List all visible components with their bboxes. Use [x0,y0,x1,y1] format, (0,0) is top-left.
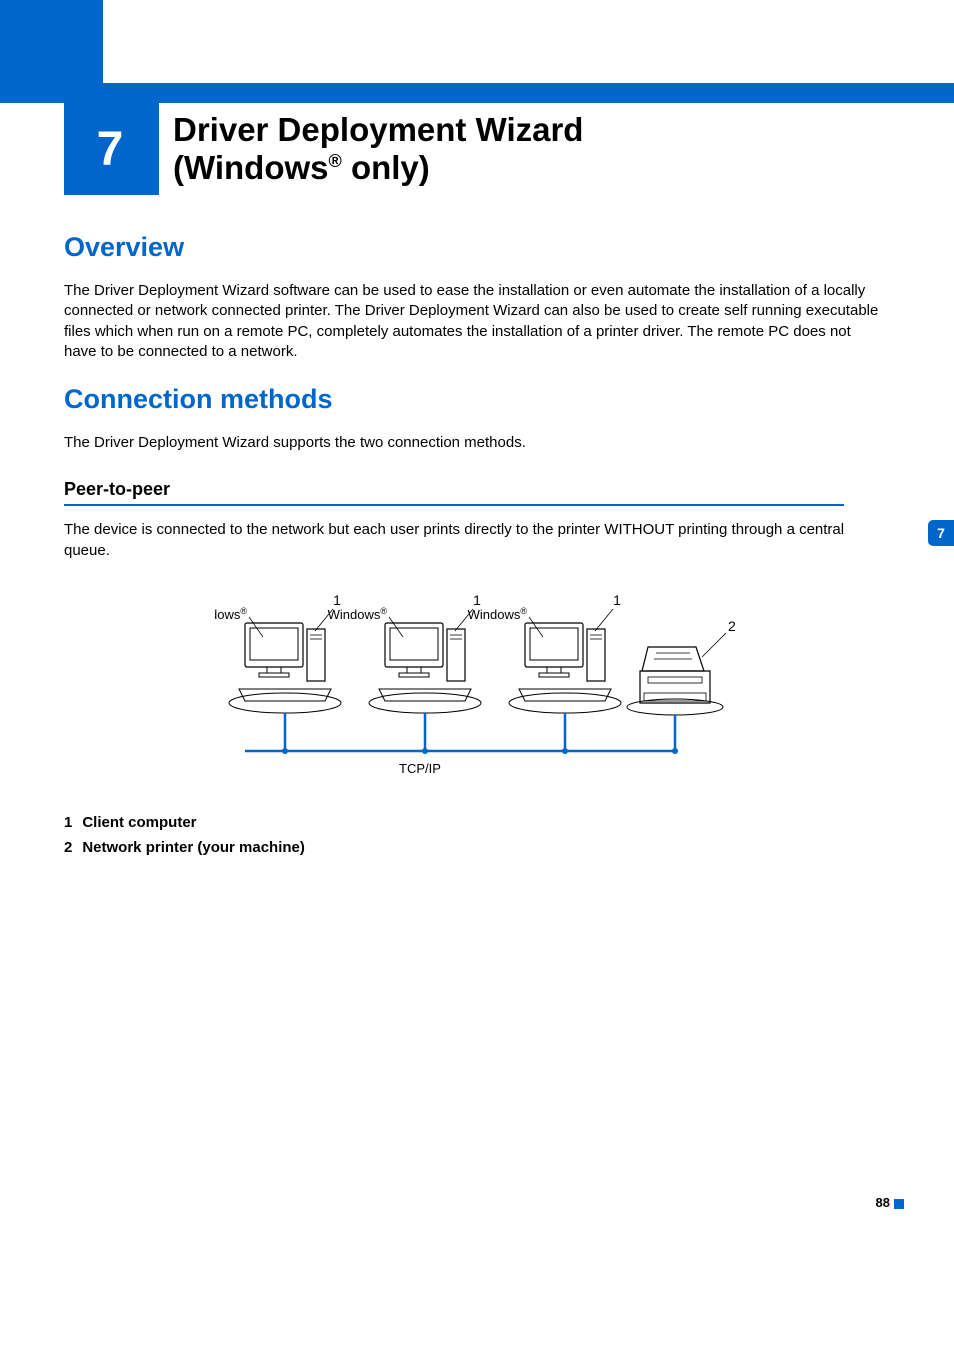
peer-heading: Peer-to-peer [64,479,844,506]
connection-heading: Connection methods [64,384,886,415]
legend-num: 2 [64,839,72,856]
peer-diagram: 1Windows®1Windows®1Windows®2TCP/IP [215,581,735,796]
legend-item: 2 Network printer (your machine) [64,835,886,861]
svg-text:Windows®: Windows® [328,606,388,622]
chapter-title-block: Driver Deployment Wizard (Windows® only) [156,103,583,195]
page-number: 88 [876,1195,890,1210]
svg-text:1: 1 [333,592,341,608]
chapter-title-line2-post: only) [342,149,430,186]
page-number-accent [894,1199,904,1209]
svg-text:Windows®: Windows® [468,606,528,622]
legend-text: Client computer [82,814,196,831]
svg-text:1: 1 [473,592,481,608]
side-tab-number: 7 [937,525,945,541]
legend-item: 1 Client computer [64,810,886,836]
registered-symbol: ® [329,151,342,171]
overview-heading: Overview [64,232,886,263]
diagram-legend: 1 Client computer 2 Network printer (your … [64,810,886,861]
connection-body: The Driver Deployment Wizard supports th… [64,433,886,453]
svg-text:1: 1 [613,592,621,608]
chapter-number: 7 [97,122,124,177]
chapter-title: Driver Deployment Wizard (Windows® only) [173,111,583,187]
chapter-title-line1: Driver Deployment Wizard [173,111,583,148]
legend-num: 1 [64,814,72,831]
overview-body: The Driver Deployment Wizard software ca… [64,281,886,362]
chapter-number-box: 7 [64,103,156,195]
svg-text:TCP/IP: TCP/IP [399,761,441,776]
legend-text: Network printer (your machine) [82,839,305,856]
peer-body: The device is connected to the network b… [64,520,886,561]
network-diagram-svg: 1Windows®1Windows®1Windows®2TCP/IP [215,581,735,791]
chapter-title-line2-pre: (Windows [173,149,329,186]
header-banner [0,0,954,103]
side-tab: 7 [928,520,954,546]
svg-text:Windows®: Windows® [215,606,247,622]
svg-text:2: 2 [728,618,735,634]
header-white-block [103,0,954,83]
page-content: Overview The Driver Deployment Wizard so… [64,232,886,861]
